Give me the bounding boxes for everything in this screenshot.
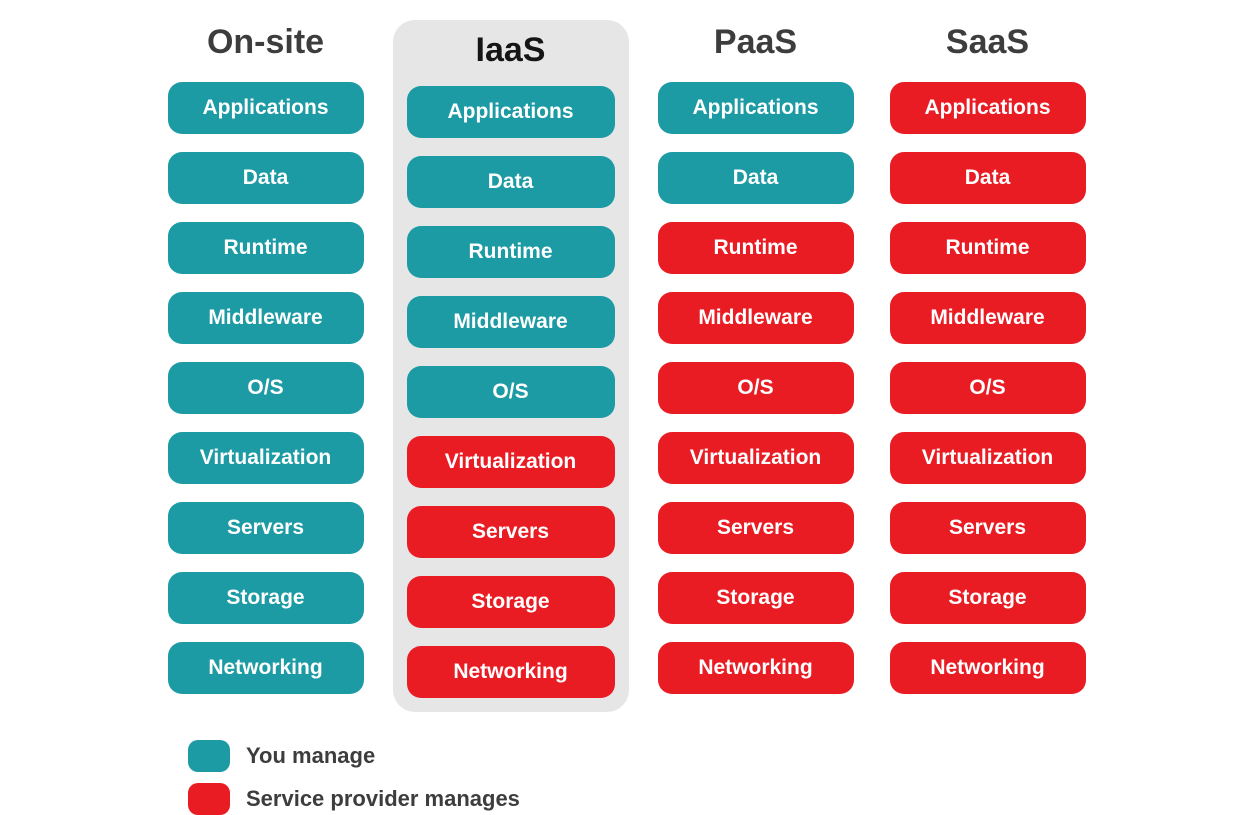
- layer-pill: Runtime: [658, 222, 854, 274]
- layer-pill: Servers: [890, 502, 1086, 554]
- layer-pill: Applications: [168, 82, 364, 134]
- layer-pill: Data: [890, 152, 1086, 204]
- layer-pill: Runtime: [890, 222, 1086, 274]
- column: On-site Applications Data Runtime Middleware…: [161, 20, 371, 712]
- layer-pill: Middleware: [890, 292, 1086, 344]
- layer-pill: Storage: [890, 572, 1086, 624]
- layer-pill: Applications: [407, 86, 615, 138]
- layer-pill: Storage: [168, 572, 364, 624]
- column-highlighted: IaaS Applications Data Runtime Middleware O/S…: [393, 20, 629, 712]
- layer-pill: Storage: [407, 576, 615, 628]
- layer-pill: Runtime: [168, 222, 364, 274]
- layer-pill: Networking: [890, 642, 1086, 694]
- legend: You manage Service provider manages: [188, 740, 1253, 815]
- cloud-service-models-chart: On-site Applications Data Runtime Middleware…: [0, 20, 1253, 712]
- column-title: PaaS: [714, 20, 797, 64]
- layer-pill: Runtime: [407, 226, 615, 278]
- layer-pill: O/S: [168, 362, 364, 414]
- layer-pill: Applications: [658, 82, 854, 134]
- layer-pill: Networking: [168, 642, 364, 694]
- layer-pill: Networking: [658, 642, 854, 694]
- layer-pill: Virtualization: [890, 432, 1086, 484]
- column: PaaS Applications Data Runtime Middleware O/S…: [651, 20, 861, 712]
- layer-pill: Networking: [407, 646, 615, 698]
- layer-pill: Servers: [658, 502, 854, 554]
- layer-pill: Servers: [407, 506, 615, 558]
- column-title: IaaS: [476, 28, 546, 72]
- column: SaaS Applications Data Runtime Middleware O/S…: [883, 20, 1093, 712]
- legend-item-provider: Service provider manages: [188, 783, 1253, 815]
- column-title: On-site: [207, 20, 324, 64]
- layer-pill: O/S: [658, 362, 854, 414]
- layer-pill: Data: [168, 152, 364, 204]
- legend-swatch-you: [188, 740, 230, 772]
- layer-pill: Virtualization: [658, 432, 854, 484]
- layer-pill: Data: [658, 152, 854, 204]
- layer-pill: Middleware: [407, 296, 615, 348]
- legend-item-you: You manage: [188, 740, 1253, 772]
- layer-pill: O/S: [890, 362, 1086, 414]
- layer-pill: Virtualization: [168, 432, 364, 484]
- legend-swatch-provider: [188, 783, 230, 815]
- layer-pill: Data: [407, 156, 615, 208]
- layer-pill: Storage: [658, 572, 854, 624]
- column-title: SaaS: [946, 20, 1029, 64]
- legend-label-provider: Service provider manages: [246, 786, 520, 812]
- layer-pill: Virtualization: [407, 436, 615, 488]
- layer-pill: Servers: [168, 502, 364, 554]
- layer-pill: O/S: [407, 366, 615, 418]
- layer-pill: Middleware: [168, 292, 364, 344]
- layer-pill: Applications: [890, 82, 1086, 134]
- layer-pill: Middleware: [658, 292, 854, 344]
- legend-label-you: You manage: [246, 743, 375, 769]
